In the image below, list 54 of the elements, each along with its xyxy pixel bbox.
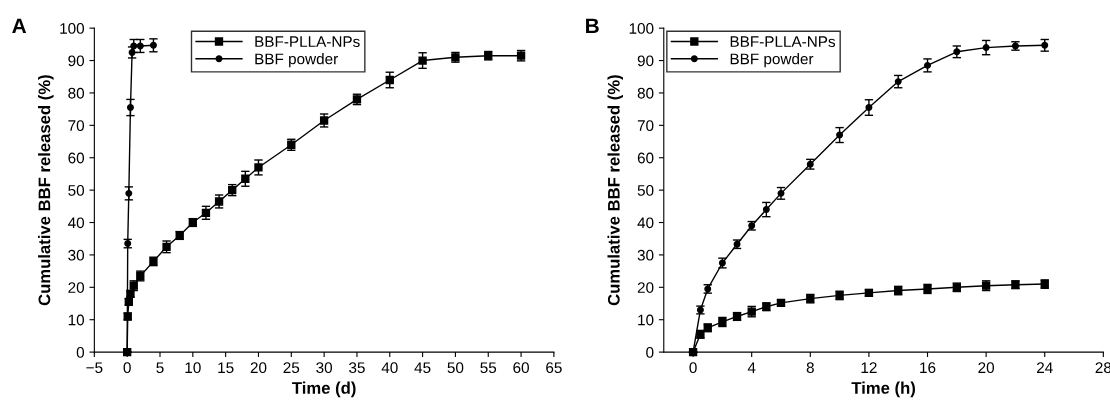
y-tick-label: 100 — [629, 23, 654, 34]
y-axis-title: Cumulative BBF released (%) — [607, 75, 624, 306]
chart-title: A — [12, 18, 27, 34]
x-tick-label: 0 — [689, 362, 697, 374]
x-tick-label: 60 — [513, 362, 529, 374]
y-tick-label: 40 — [637, 217, 654, 229]
x-tick-label: 16 — [920, 362, 936, 374]
y-tick-label: 70 — [68, 120, 85, 132]
x-tick-label: 40 — [381, 362, 398, 374]
y-tick-label: 100 — [60, 23, 85, 34]
y-tick-label: 70 — [637, 120, 654, 132]
y-tick-label: 0 — [646, 346, 654, 358]
x-tick-label: −5 — [86, 362, 103, 374]
x-tick-label: 5 — [156, 362, 164, 374]
legend-label: BBF-PLLA-NPs — [255, 36, 360, 48]
y-tick-label: 80 — [637, 87, 654, 99]
legend-label: BBF powder — [730, 53, 814, 68]
x-axis-title: Time (d) — [292, 381, 356, 398]
y-tick-label: 30 — [637, 249, 654, 261]
x-tick-label: 12 — [861, 362, 877, 373]
y-axis-title: Cumulative BBF released (%) — [38, 75, 54, 306]
y-tick-label: 60 — [68, 152, 85, 164]
x-tick-label: 30 — [316, 362, 333, 374]
y-tick-label: 40 — [67, 217, 85, 229]
y-tick-label: 90 — [637, 55, 654, 67]
y-tick-label: 50 — [68, 185, 85, 196]
y-tick-label: 60 — [637, 152, 654, 164]
x-tick-label: 10 — [185, 362, 201, 374]
x-tick-label: 35 — [349, 362, 365, 374]
y-tick-label: 10 — [638, 314, 654, 326]
y-tick-label: 20 — [68, 282, 85, 293]
x-tick-label: 4 — [747, 362, 756, 373]
x-tick-label: 15 — [218, 362, 234, 374]
legend-label: BBF-PLLA-NPs — [730, 36, 836, 48]
legend-label: BBF powder — [255, 53, 338, 68]
x-tick-label: 50 — [447, 362, 464, 374]
x-tick-label: 45 — [414, 362, 431, 374]
x-tick-label: 8 — [806, 362, 814, 374]
x-tick-label: 0 — [123, 362, 131, 374]
x-tick-label: 20 — [250, 362, 267, 374]
x-tick-label: 24 — [1037, 362, 1053, 373]
x-tick-label: 20 — [978, 362, 995, 374]
x-tick-label: 25 — [283, 362, 300, 374]
y-tick-label: 10 — [68, 314, 85, 326]
x-tick-label: 55 — [480, 362, 497, 374]
y-tick-label: 20 — [637, 282, 654, 293]
y-tick-label: 80 — [68, 87, 85, 99]
y-tick-label: 0 — [76, 346, 85, 358]
chart-title: B — [586, 18, 599, 34]
y-tick-label: 50 — [637, 185, 654, 196]
y-tick-label: 30 — [68, 249, 85, 261]
x-axis-title: Time (h) — [851, 381, 915, 398]
x-tick-label: 65 — [546, 362, 562, 374]
y-tick-label: 90 — [68, 55, 85, 67]
